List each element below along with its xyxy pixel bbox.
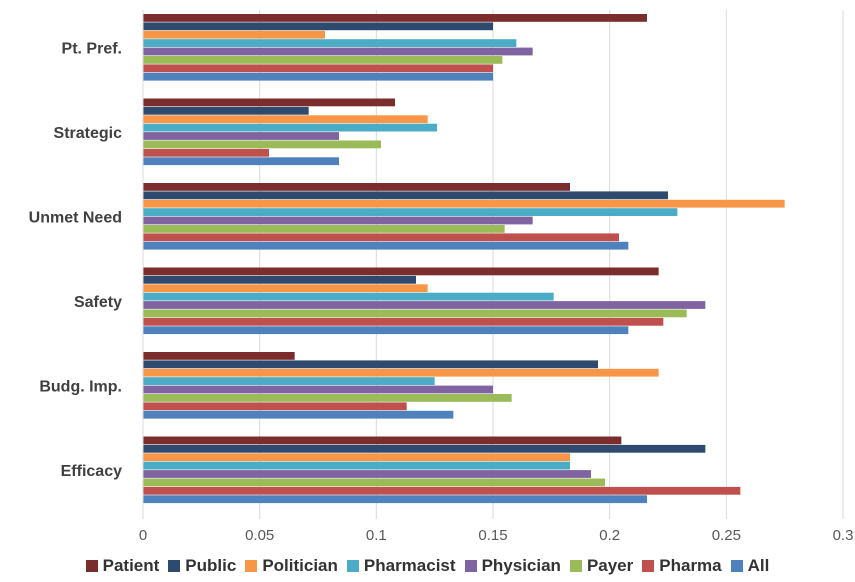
bar-pharmacist-3 (143, 292, 554, 301)
bar-pharma-2 (143, 233, 619, 242)
bar-physician-3 (143, 301, 706, 309)
legend-label: Pharmacist (363, 556, 456, 575)
x-tick-label: 0.25 (712, 527, 741, 544)
legend-swatch (464, 560, 477, 572)
bar-public-4 (143, 360, 598, 369)
legend-label: All (747, 556, 770, 575)
x-tick-label: 0 (139, 527, 147, 544)
bar-all-3 (143, 326, 629, 335)
x-tick-label: 0.15 (478, 527, 507, 544)
x-tick-label: 0.2 (599, 527, 620, 544)
legend-label: Politician (262, 556, 338, 575)
bar-pharma-5 (143, 486, 741, 495)
bar-patient-5 (143, 436, 622, 445)
legend-swatch (346, 560, 359, 572)
legend-label: Physician (481, 556, 561, 575)
bar-politician-4 (143, 368, 659, 377)
legend-label: Public (185, 556, 237, 575)
bar-patient-1 (143, 98, 395, 107)
bar-public-1 (143, 106, 309, 115)
legend-swatch (85, 560, 98, 572)
bar-payer-2 (143, 225, 505, 233)
bar-public-0 (143, 22, 493, 31)
bar-payer-3 (143, 309, 687, 318)
bar-patient-2 (143, 183, 570, 191)
bar-all-4 (143, 410, 454, 419)
bar-pharmacist-1 (143, 123, 437, 132)
category-label: Unmet Need (29, 210, 122, 227)
legend-swatch (569, 560, 582, 572)
legend-item-pharmacist: Pharmacist (346, 556, 456, 576)
bar-pharma-0 (143, 64, 493, 73)
bar-politician-2 (143, 199, 785, 208)
bar-physician-5 (143, 470, 591, 478)
bar-patient-4 (143, 352, 295, 360)
bar-politician-1 (143, 115, 428, 124)
category-label: Pt. Pref. (62, 41, 122, 58)
bar-payer-1 (143, 140, 381, 149)
legend-swatch (245, 560, 258, 572)
bar-pharma-1 (143, 148, 269, 157)
legend-label: Patient (102, 556, 160, 575)
legend-item-physician: Physician (464, 556, 561, 576)
bar-politician-5 (143, 453, 570, 462)
legend-item-payer: Payer (569, 556, 634, 576)
bar-public-3 (143, 275, 416, 284)
category-label: Budg. Imp. (39, 379, 122, 396)
bar-all-1 (143, 157, 339, 166)
category-label: Efficacy (61, 463, 122, 480)
bar-pharmacist-2 (143, 208, 678, 216)
legend-swatch (730, 560, 743, 572)
bar-pharma-3 (143, 317, 664, 326)
legend-item-all: All (730, 556, 770, 576)
bar-physician-2 (143, 216, 533, 225)
x-tick-label: 0.05 (245, 527, 274, 544)
category-label: Safety (74, 294, 122, 311)
bar-pharmacist-5 (143, 461, 570, 470)
legend-item-politician: Politician (245, 556, 338, 576)
bar-all-5 (143, 495, 647, 504)
bar-pharmacist-0 (143, 39, 517, 47)
bar-pharma-4 (143, 402, 407, 411)
bar-public-5 (143, 444, 706, 453)
bar-payer-5 (143, 478, 605, 487)
bar-all-2 (143, 241, 629, 250)
bar-payer-0 (143, 56, 503, 64)
bar-pharmacist-4 (143, 377, 435, 385)
legend-label: Payer (586, 556, 634, 575)
bar-chart: Pt. Pref. Strategic Unmet Need Safety Budg. … (29, 10, 854, 544)
bar-payer-4 (143, 394, 512, 402)
legend-item-public: Public (168, 556, 236, 576)
category-label: Strategic (54, 125, 123, 142)
bar-physician-1 (143, 132, 339, 140)
x-tick-label: 0.1 (366, 527, 387, 544)
bar-patient-0 (143, 14, 647, 22)
legend-item-patient: Patient (85, 556, 160, 576)
legend-swatch (642, 560, 655, 572)
legend-swatch (168, 560, 181, 572)
legend: Patient Public Politician Pharmacist Physici… (0, 556, 855, 576)
legend-item-pharma: Pharma (642, 556, 722, 576)
bar-patient-3 (143, 267, 659, 276)
bar-physician-4 (143, 385, 493, 394)
bar-all-0 (143, 72, 493, 81)
x-tick-label: 0.3 (833, 527, 854, 544)
bar-politician-3 (143, 284, 428, 293)
bar-physician-0 (143, 47, 533, 56)
bar-politician-0 (143, 30, 325, 39)
bar-public-2 (143, 191, 668, 200)
legend-label: Pharma (659, 556, 722, 575)
